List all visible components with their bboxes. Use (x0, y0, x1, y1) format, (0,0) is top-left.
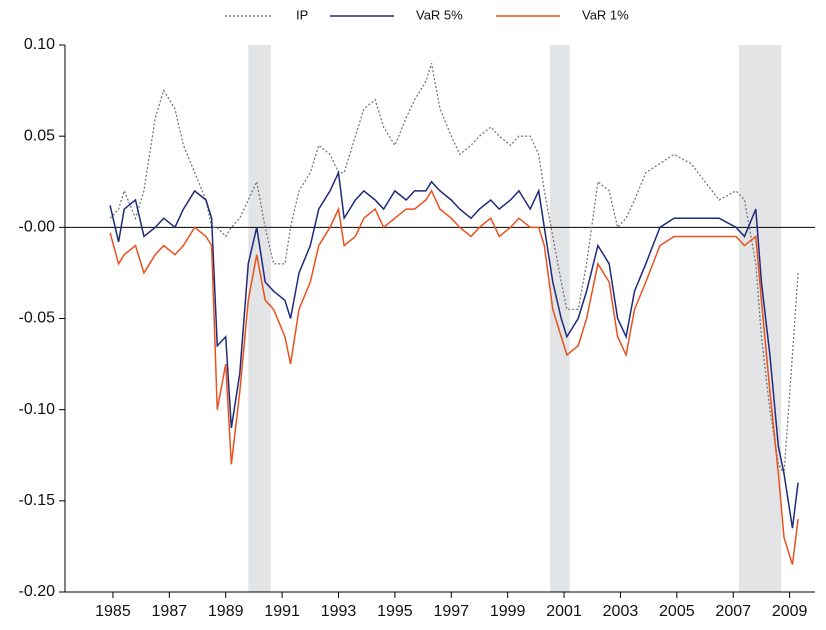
recession-band (549, 45, 570, 592)
y-tick-label: 0.05 (24, 127, 55, 144)
y-tick-label: -0.15 (19, 492, 56, 509)
x-tick-label: 2007 (715, 603, 751, 620)
x-tick-label: 1991 (264, 603, 300, 620)
x-tick-label: 2003 (603, 603, 639, 620)
x-tick-label: 1989 (208, 603, 244, 620)
x-tick-label: 1995 (377, 603, 413, 620)
recession-band (248, 45, 271, 592)
y-tick-label: -0.20 (19, 583, 56, 600)
legend-label: VaR 1% (582, 7, 629, 22)
y-tick-label: 0.10 (24, 36, 55, 53)
x-tick-label: 2009 (772, 603, 808, 620)
legend-label: IP (296, 7, 308, 22)
y-tick-label: -0.05 (19, 310, 56, 327)
x-tick-label: 2005 (659, 603, 695, 620)
x-tick-label: 2001 (546, 603, 582, 620)
y-tick-label: -0.10 (19, 401, 56, 418)
legend-label: VaR 5% (416, 7, 463, 22)
series-line (109, 189, 799, 565)
x-tick-label: 1987 (152, 603, 188, 620)
x-tick-label: 1997 (433, 603, 469, 620)
x-tick-label: 1999 (490, 603, 526, 620)
recession-band (738, 45, 782, 592)
x-tick-label: 1993 (321, 603, 357, 620)
series-line (109, 169, 799, 529)
series-line (109, 63, 799, 476)
y-tick-label: -0.00 (19, 219, 56, 236)
x-tick-label: 1985 (95, 603, 131, 620)
